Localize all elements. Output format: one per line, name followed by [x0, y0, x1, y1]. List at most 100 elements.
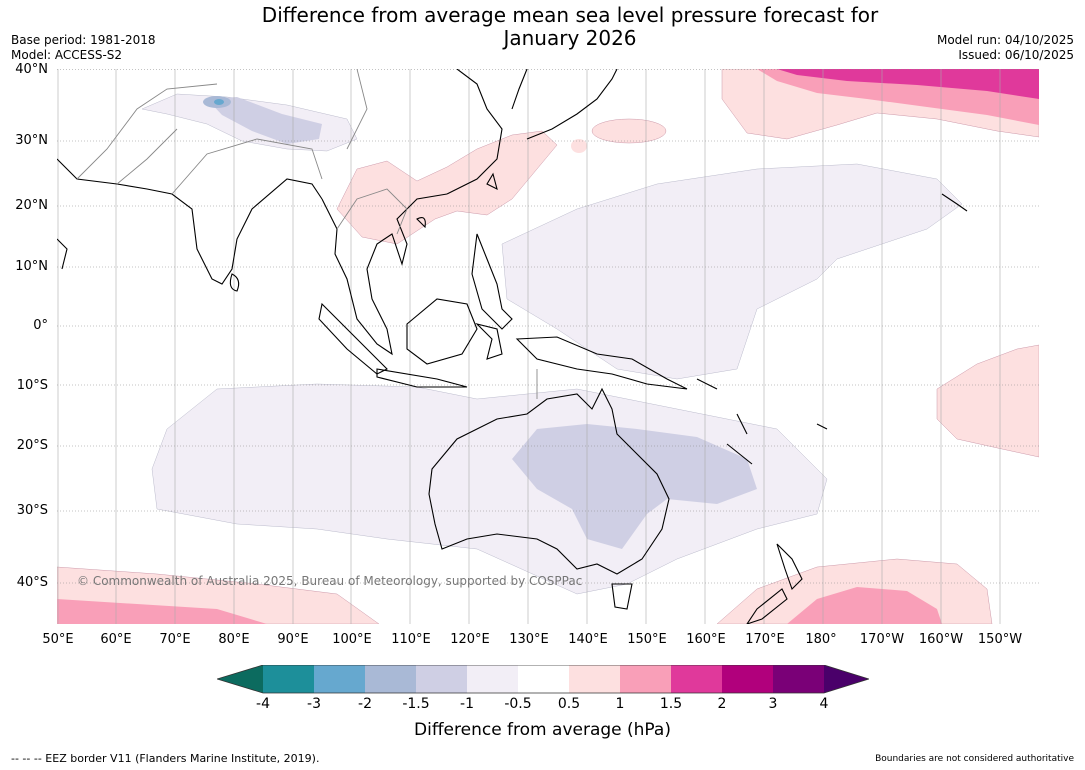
lon-label: 70°E [159, 632, 191, 647]
title-line-1: Difference from average mean sea level p… [261, 3, 879, 27]
coast-hawaii [941, 193, 968, 212]
colorbar-tick: 2 [717, 696, 727, 712]
colorbar-tick: 3 [768, 696, 778, 712]
lat-label: 20°S [16, 438, 48, 453]
colorbar-tick: 1.5 [659, 696, 683, 712]
anomaly-negative-australia-core [512, 424, 757, 549]
eez-legend: -- -- -- EEZ border V11 (Flanders Marine… [11, 752, 320, 765]
copyright-notice: © Commonwealth of Australia 2025, Bureau… [77, 574, 583, 588]
anomaly-negative-tibet-peak [214, 99, 224, 105]
colorbar-segment [722, 665, 773, 693]
lat-label: 30°S [16, 503, 48, 518]
anomaly-positive-south-pacific [936, 344, 1039, 458]
anomaly-positive-tiny [571, 139, 587, 153]
chart-title: Difference from average mean sea level p… [180, 4, 960, 50]
colorbar-tick: 4 [819, 696, 829, 712]
lat-label: 10°S [16, 378, 48, 393]
map-area [57, 69, 1039, 624]
lon-label: 160°W [918, 632, 964, 647]
lat-label: 40°N [15, 62, 48, 77]
lon-label: 80°E [218, 632, 250, 647]
boundaries-disclaimer: Boundaries are not considered authoritat… [875, 754, 1074, 764]
colorbar-segment [365, 665, 416, 693]
issued-date: Issued: 06/10/2025 [958, 48, 1074, 62]
colorbar-segment [620, 665, 671, 693]
coast-nz-south [746, 588, 788, 624]
colorbar-segment [773, 665, 824, 693]
anomaly-positive-small [591, 118, 667, 144]
lon-label: 120°E [450, 632, 490, 647]
colorbar-segment [518, 665, 569, 693]
lon-label: 160°E [686, 632, 726, 647]
coast-fiji [816, 423, 828, 430]
base-period: Base period: 1981-2018 [11, 33, 156, 47]
anomaly-shading [57, 69, 1039, 624]
coast-new-guinea [515, 336, 688, 390]
lon-label: 90°E [277, 632, 309, 647]
colorbar-segment [263, 665, 314, 693]
lat-label: 30°N [15, 133, 48, 148]
lon-label: 150°W [977, 632, 1023, 647]
coast-philippines [471, 233, 513, 330]
model-name: Model: ACCESS-S2 [11, 48, 123, 62]
colorbar-title: Difference from average (hPa) [414, 720, 671, 740]
colorbar-svg [215, 664, 871, 694]
colorbar-segment [569, 665, 620, 693]
lon-label: 110°E [391, 632, 431, 647]
coast-hainan [416, 217, 426, 229]
coast-korea [511, 69, 528, 110]
colorbar-arrow-high [824, 665, 869, 693]
anomaly-1-sw [57, 599, 267, 624]
meta-right: Model run: 04/10/2025 Issued: 06/10/2025 [937, 33, 1074, 63]
lat-label: 40°S [16, 575, 48, 590]
colorbar-segment [671, 665, 722, 693]
anomaly-15-ne-pacific [777, 69, 1039, 99]
coast-borneo [406, 298, 478, 365]
map-svg [57, 69, 1039, 624]
lon-label: 140°E [568, 632, 608, 647]
coast-sulawesi [475, 322, 503, 360]
coast-vanuatu [736, 413, 748, 435]
coast-tasmania [611, 583, 633, 610]
lon-label: 170°E [745, 632, 785, 647]
lon-label: 150°E [627, 632, 667, 647]
lon-label: 170°W [859, 632, 905, 647]
coast-new-caledonia [726, 443, 753, 465]
colorbar-arrow-low [217, 665, 263, 693]
coast-sumatra [318, 302, 388, 375]
lat-label: 0° [33, 318, 48, 333]
coast-india [57, 158, 323, 285]
lon-label: 100°E [332, 632, 372, 647]
coast-nz-north [776, 543, 803, 591]
coast-arabia [57, 238, 68, 270]
lon-label: 180° [805, 632, 837, 647]
lon-label: 50°E [42, 632, 74, 647]
meridians [57, 69, 1001, 624]
lon-label: 60°E [100, 632, 132, 647]
anomaly-positive-china [336, 130, 558, 245]
coast-china [446, 69, 503, 195]
lat-label: 10°N [15, 259, 48, 274]
colorbar-tick: -3 [307, 696, 321, 712]
coast-java [376, 368, 468, 388]
meta-left: Base period: 1981-2018 Model: ACCESS-S2 [11, 33, 156, 63]
colorbar-tick: -1.5 [402, 696, 430, 712]
lat-label: 20°N [15, 198, 48, 213]
country-borders [76, 69, 538, 399]
anomaly-negative-west-pacific [501, 163, 963, 380]
model-run: Model run: 04/10/2025 [936, 33, 1074, 47]
colorbar-segment [416, 665, 467, 693]
coast-sri-lanka [229, 273, 240, 292]
lon-label: 130°E [509, 632, 549, 647]
colorbar-tick: -2 [358, 696, 372, 712]
coast-taiwan [486, 172, 498, 191]
colorbar-tick: -1 [460, 696, 474, 712]
colorbar [215, 664, 871, 699]
colorbar-tick: -0.5 [504, 696, 532, 712]
coastlines [57, 69, 968, 624]
coast-indochina [321, 193, 448, 356]
colorbar-tick: -4 [256, 696, 270, 712]
anomaly-1-se [787, 587, 942, 624]
colorbar-segment [314, 665, 365, 693]
colorbar-segment [467, 665, 518, 693]
